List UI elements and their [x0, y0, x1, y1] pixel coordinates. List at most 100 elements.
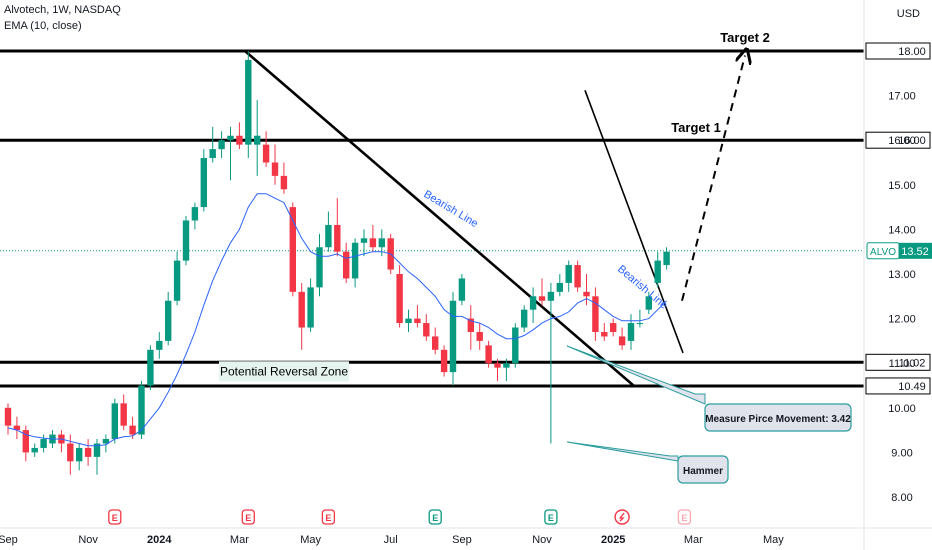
candle-body: [102, 439, 110, 444]
x-tick-label: Nov: [532, 534, 552, 546]
chart-symbol-title: Alvotech, 1W, NASDAQ: [4, 4, 121, 16]
candle-body: [209, 149, 216, 159]
candle-body: [565, 265, 572, 283]
candle-body: [618, 336, 626, 346]
last-price-tag: [899, 242, 932, 259]
candle-body: [547, 291, 555, 301]
y-tick-label: 14.00: [888, 224, 916, 236]
earnings-marker-letter: E: [325, 513, 331, 523]
currency-label[interactable]: USD: [896, 8, 920, 20]
level-label-box: [865, 42, 931, 60]
candle-body: [334, 224, 341, 252]
indicator-legend[interactable]: EMA (10, close): [4, 20, 82, 32]
bearish-trend-line: [244, 50, 635, 387]
candle-body: [173, 260, 181, 301]
x-tick-label: 2024: [147, 534, 172, 546]
earnings-marker-letter: E: [245, 513, 251, 523]
target-2-label: Target 2: [720, 30, 770, 45]
y-tick-label: 13.00: [888, 269, 916, 281]
reversal-zone-label: Potential Reversal Zone: [220, 364, 348, 378]
earnings-marker-letter: E: [112, 513, 118, 523]
earnings-marker-icon: [108, 509, 122, 525]
y-tick-label: 11.00: [889, 358, 916, 370]
candle-body: [4, 407, 12, 426]
candle-body: [227, 135, 234, 141]
level-label-box: [865, 353, 931, 371]
earnings-marker-icon: [428, 509, 442, 525]
candle-body: [521, 309, 528, 328]
candle-body: [440, 349, 448, 373]
candle-body: [449, 300, 457, 373]
candle-body: [601, 331, 608, 337]
dividend-bolt-icon: [618, 512, 625, 522]
x-tick-label: May: [763, 534, 784, 546]
candle-body: [165, 300, 172, 341]
candle-body: [200, 158, 207, 208]
candle-body: [343, 251, 350, 279]
candle-body: [76, 447, 83, 462]
candle-body: [654, 260, 661, 283]
candle-body: [280, 175, 288, 190]
candle-body: [191, 207, 199, 221]
reversal-zone: Potential Reversal Zone: [219, 361, 349, 382]
y-tick-label: 17.00: [888, 91, 916, 103]
horizontal-levels: 18.00 16.00 11.02 10.49 ALVO 13.52: [0, 42, 932, 395]
candle-body: [245, 59, 252, 145]
bearish-line-label-2: Bearish Line: [615, 263, 670, 312]
candle-body: [40, 439, 47, 448]
hammer-callout-text: Hammer: [683, 466, 723, 477]
level-label: 11.02: [899, 357, 926, 369]
candle-body: [147, 349, 154, 386]
level-label: 10.49: [898, 381, 926, 393]
candle-body: [31, 447, 38, 453]
candle-body: [271, 162, 279, 176]
candle-body: [423, 323, 430, 337]
hammer-callout-box: [677, 455, 729, 484]
earnings-marker-letter: E: [681, 513, 687, 523]
measure-callout-pointer: [566, 345, 706, 405]
candle-body: [156, 340, 163, 350]
candle-body: [476, 331, 483, 341]
x-tick-label: Sep: [452, 534, 472, 546]
measure-callout-text: Measure Pirce Movement: 3.42: [705, 414, 851, 425]
y-tick-label: 12.00: [888, 314, 916, 326]
candle-body: [529, 296, 537, 310]
short-bearish-line: [584, 90, 684, 354]
candle-body: [218, 140, 225, 150]
candle-body: [120, 403, 127, 426]
x-tick-label: May: [300, 534, 321, 546]
projection-arrow: [681, 55, 745, 302]
candle-body: [138, 385, 145, 435]
last-price-label: 13.52: [901, 246, 929, 258]
target-1-label: Target 1: [671, 120, 721, 135]
candle-body: [396, 274, 403, 324]
candle-body: [84, 447, 92, 457]
x-tick-label: Jul: [384, 534, 398, 546]
symbol-tag-text: ALVO: [870, 247, 896, 258]
candle-body: [556, 282, 563, 292]
candle-body: [307, 287, 314, 328]
y-tick-label: 10.00: [888, 403, 916, 415]
candle-body: [574, 265, 581, 288]
candle-body: [458, 278, 466, 301]
candle-body: [254, 135, 261, 145]
candle-body: [13, 425, 21, 431]
candle-body: [22, 430, 29, 453]
candles: [4, 51, 670, 475]
x-tick-label: Mar: [230, 534, 249, 546]
candle-body: [289, 207, 296, 292]
candle-body: [262, 144, 270, 163]
candle-body: [538, 296, 546, 301]
dividend-marker-icon: [614, 509, 630, 525]
reversal-zone-box: [219, 361, 349, 382]
hammer-callout-pointer: [566, 441, 679, 462]
candle-body: [627, 323, 635, 341]
level-label: 18.00: [898, 46, 926, 58]
earnings-marker-letter: E: [432, 513, 438, 523]
candle-body: [182, 220, 190, 261]
candle-body: [645, 296, 652, 310]
candle-body: [378, 238, 385, 248]
earnings-marker-icon: [241, 509, 255, 525]
